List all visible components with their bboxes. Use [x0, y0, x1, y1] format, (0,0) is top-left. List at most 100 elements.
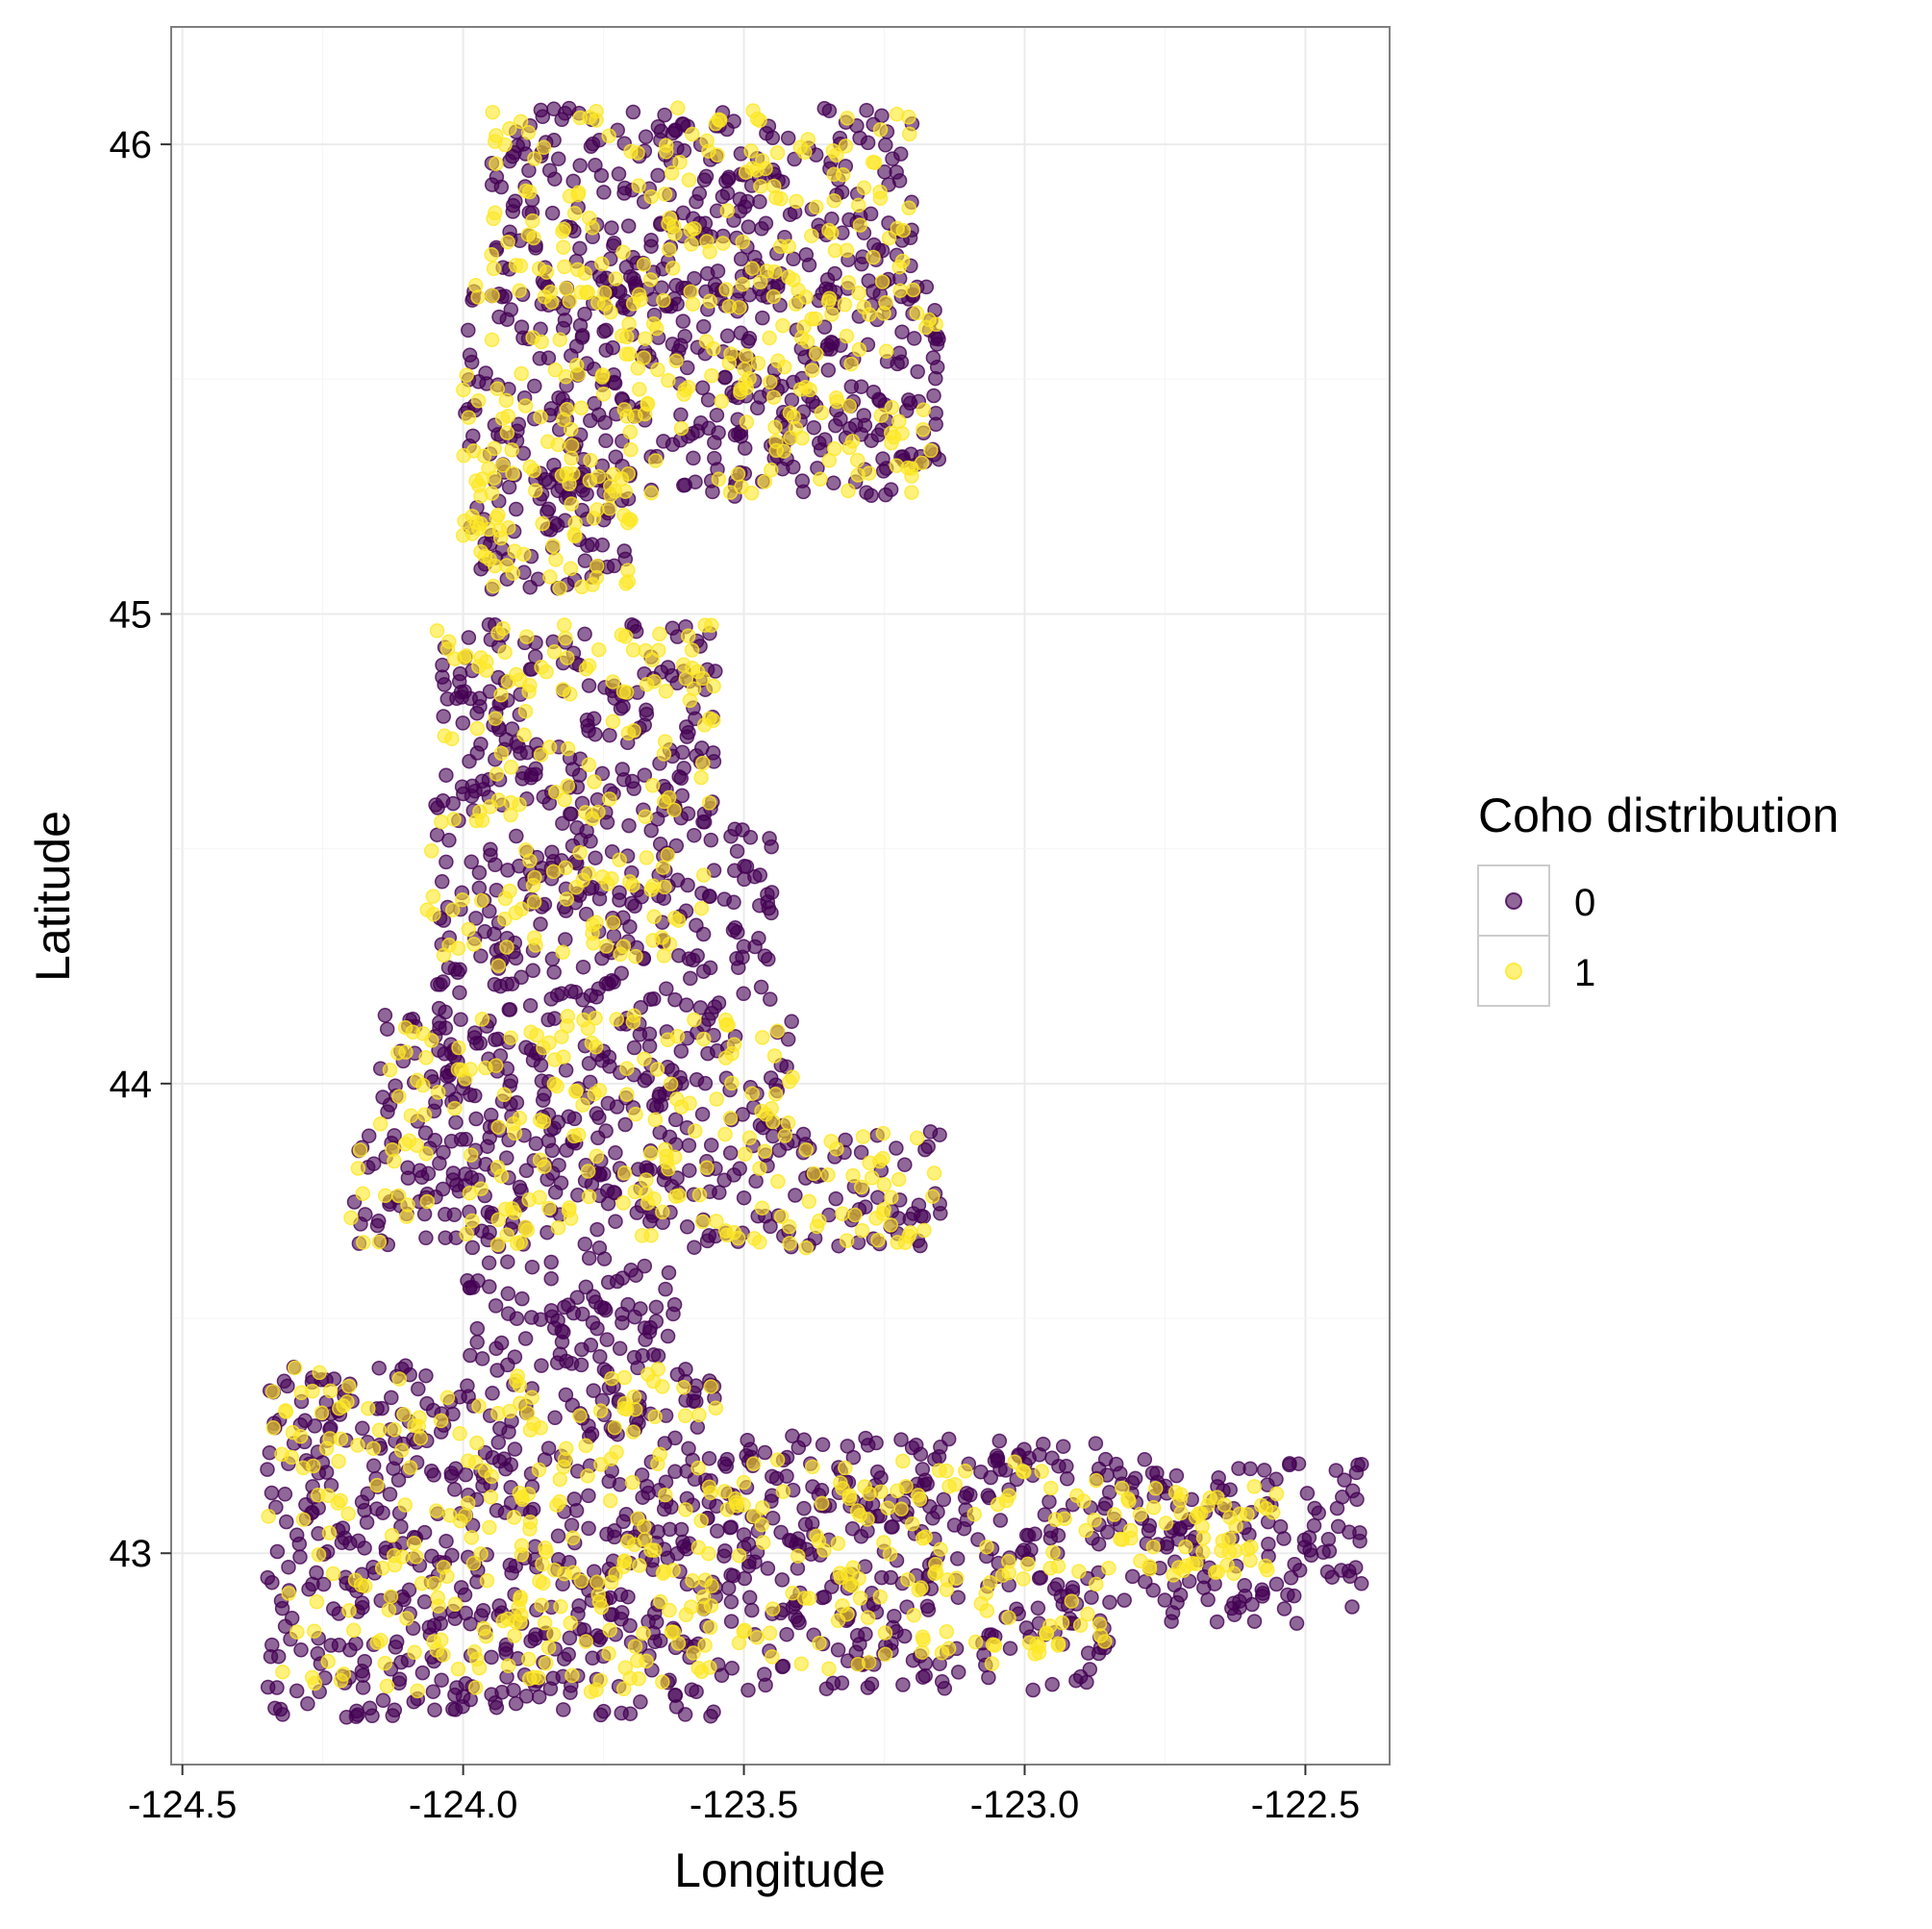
point-1 — [894, 425, 910, 441]
point-0 — [482, 1224, 497, 1240]
point-1 — [346, 1622, 362, 1639]
y-axis-title: Latitude — [26, 811, 80, 982]
point-0 — [1124, 1568, 1141, 1585]
point-1 — [891, 259, 907, 275]
point-1 — [855, 1129, 871, 1144]
point-1 — [939, 1624, 955, 1640]
point-0 — [1018, 1620, 1035, 1636]
point-0 — [279, 1514, 294, 1530]
point-1 — [851, 286, 866, 301]
point-0 — [263, 1485, 280, 1501]
point-1 — [460, 1495, 476, 1511]
point-1 — [743, 143, 759, 159]
point-0 — [784, 1533, 799, 1549]
point-0 — [375, 1692, 391, 1709]
point-0 — [874, 108, 890, 124]
point-0 — [866, 384, 882, 400]
point-0 — [1335, 1490, 1350, 1505]
point-0 — [370, 1214, 387, 1229]
point-1 — [506, 1510, 522, 1525]
point-0 — [818, 1681, 835, 1696]
point-1 — [835, 166, 851, 183]
point-0 — [1025, 1682, 1041, 1698]
point-0 — [1344, 1599, 1360, 1615]
point-1 — [387, 1422, 402, 1438]
point-1 — [563, 561, 579, 577]
point-1 — [540, 1640, 557, 1655]
point-0 — [1050, 1527, 1066, 1543]
point-1 — [1246, 1479, 1263, 1494]
point-0 — [648, 1299, 665, 1315]
point-1 — [558, 281, 574, 296]
point-1 — [455, 891, 470, 908]
point-1 — [615, 1559, 632, 1575]
point-1 — [1188, 1510, 1204, 1525]
y-tick-label: 46 — [110, 124, 153, 166]
point-0 — [558, 1387, 574, 1403]
point-0 — [883, 1569, 899, 1586]
point-0 — [806, 419, 822, 436]
point-1 — [485, 104, 501, 120]
point-0 — [650, 167, 665, 184]
point-1 — [350, 1438, 365, 1453]
point-0 — [377, 1008, 393, 1023]
point-0 — [687, 1240, 702, 1255]
point-1 — [573, 400, 590, 416]
point-0 — [500, 1286, 516, 1302]
point-0 — [661, 1265, 677, 1281]
point-1 — [339, 1394, 355, 1410]
point-1 — [566, 206, 583, 221]
point-0 — [380, 1104, 395, 1119]
point-1 — [676, 387, 692, 402]
point-1 — [994, 1567, 1011, 1583]
point-1 — [728, 1494, 744, 1511]
point-0 — [932, 1127, 947, 1142]
point-0 — [678, 1392, 693, 1408]
x-tick-label: -123.0 — [970, 1784, 1079, 1826]
point-1 — [383, 1589, 399, 1605]
point-1 — [496, 1087, 513, 1103]
point-0 — [323, 1638, 339, 1653]
point-0 — [920, 1602, 937, 1617]
point-1 — [683, 284, 698, 299]
point-1 — [546, 644, 563, 660]
point-0 — [551, 389, 566, 406]
point-0 — [676, 761, 691, 776]
point-1 — [601, 1645, 616, 1662]
point-1 — [843, 356, 859, 372]
point-1 — [442, 1508, 458, 1523]
point-1 — [465, 1556, 482, 1571]
point-1 — [497, 912, 513, 927]
point-1 — [645, 933, 661, 948]
point-1 — [744, 261, 761, 276]
point-1 — [685, 126, 700, 142]
point-1 — [640, 396, 656, 413]
point-1 — [603, 1451, 619, 1466]
point-0 — [580, 538, 595, 554]
point-1 — [701, 1545, 716, 1562]
point-1 — [500, 519, 516, 536]
point-1 — [585, 220, 600, 236]
point-1 — [821, 222, 837, 238]
point-1 — [662, 936, 678, 952]
point-0 — [1023, 1541, 1039, 1558]
legend: Coho distribution 0 1 — [1477, 789, 1839, 1007]
point-0 — [604, 972, 619, 989]
point-0 — [438, 1230, 453, 1245]
point-1 — [875, 1125, 891, 1141]
point-1 — [423, 843, 439, 859]
point-1 — [486, 211, 501, 227]
point-1 — [525, 213, 540, 229]
point-0 — [657, 107, 672, 123]
point-1 — [532, 1113, 548, 1128]
point-1 — [627, 1401, 643, 1417]
point-1 — [1080, 1606, 1095, 1622]
point-1 — [736, 1474, 752, 1491]
point-1 — [630, 1511, 645, 1527]
point-1 — [471, 1660, 488, 1676]
point-0 — [744, 1602, 760, 1618]
point-1 — [903, 461, 919, 476]
point-1 — [901, 126, 917, 142]
point-0 — [439, 854, 454, 870]
